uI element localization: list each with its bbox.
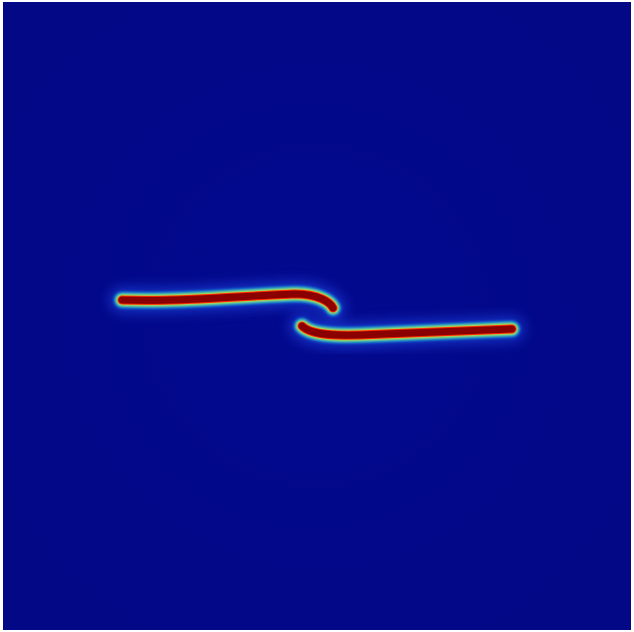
field-background: [3, 2, 631, 630]
crack-lower: [289, 313, 525, 349]
crack-upper: [109, 281, 346, 321]
